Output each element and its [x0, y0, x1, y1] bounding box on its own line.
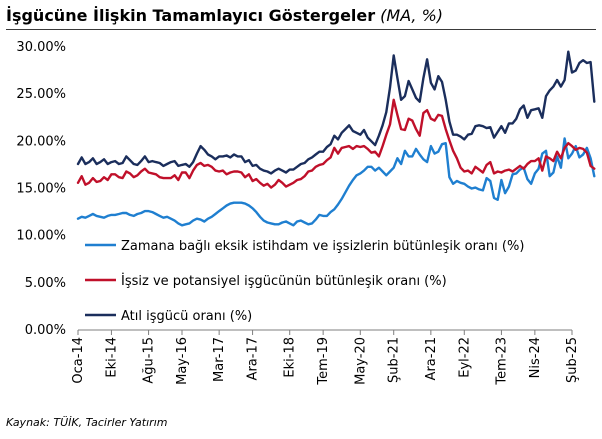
legend-label-1: Zamana bağlı eksik istihdam ve işsizleri…	[121, 239, 524, 254]
chart-title: İşgücüne İlişkin Tamamlayıcı Göstergeler…	[6, 6, 443, 25]
legend-label-2: İşsiz ve potansiyel işgücünün bütünleşik…	[121, 273, 447, 289]
y-tick-label: 5.00%	[25, 276, 66, 291]
legend-label-3: Atıl işgücü oranı (%)	[121, 309, 252, 324]
y-tick-label: 20.00%	[16, 134, 66, 149]
series-line-1	[76, 137, 596, 227]
title-underline	[6, 29, 596, 30]
y-tick-label: 30.00%	[16, 40, 66, 55]
x-tick-label: Oca-14	[71, 337, 86, 384]
chart-title-sub: (MA, %)	[380, 6, 444, 25]
series-line-2	[76, 98, 596, 189]
x-tick-label: Eyl-22	[457, 337, 472, 378]
x-tick-label: Ağu-15	[142, 337, 157, 384]
legend: Zamana bağlı eksik istihdam ve işsizleri…	[85, 239, 524, 324]
x-axis-tick-labels: Oca-14 Eki-14 Ağu-15 May-16 Mar-17 Ara-17 Eki-…	[71, 337, 580, 386]
x-tick-label: Nis-24	[528, 337, 543, 378]
x-tick-label: Tem-19	[316, 337, 331, 386]
x-tick-label: Şub-21	[387, 337, 402, 383]
x-tick-label: Tem-23	[494, 337, 509, 386]
y-tick-label: 10.00%	[16, 229, 66, 244]
x-tick-label: Ara-21	[424, 337, 439, 380]
y-tick-label: 15.00%	[16, 182, 66, 197]
y-axis-tick-labels: 0.00% 5.00% 10.00% 15.00% 20.00% 25.00% 30.00%	[16, 40, 66, 338]
x-tick-label: Eki-14	[104, 337, 119, 378]
source-note: Kaynak: TÜİK, Tacirler Yatırım	[6, 416, 168, 429]
x-tick-label: May-20	[353, 337, 368, 385]
x-tick-label: Eki-18	[283, 337, 298, 378]
x-axis-tick-marks	[77, 330, 573, 335]
series-line-3	[76, 50, 596, 175]
x-tick-label: Şub-25	[565, 337, 580, 383]
x-tick-label: Mar-17	[212, 337, 227, 382]
y-tick-label: 0.00%	[25, 323, 66, 338]
x-tick-label: May-16	[175, 337, 190, 385]
series-lines	[76, 50, 596, 227]
y-tick-label: 25.00%	[16, 87, 66, 102]
chart-title-main: İşgücüne İlişkin Tamamlayıcı Göstergeler	[6, 6, 376, 25]
x-tick-label: Ara-17	[246, 337, 261, 380]
